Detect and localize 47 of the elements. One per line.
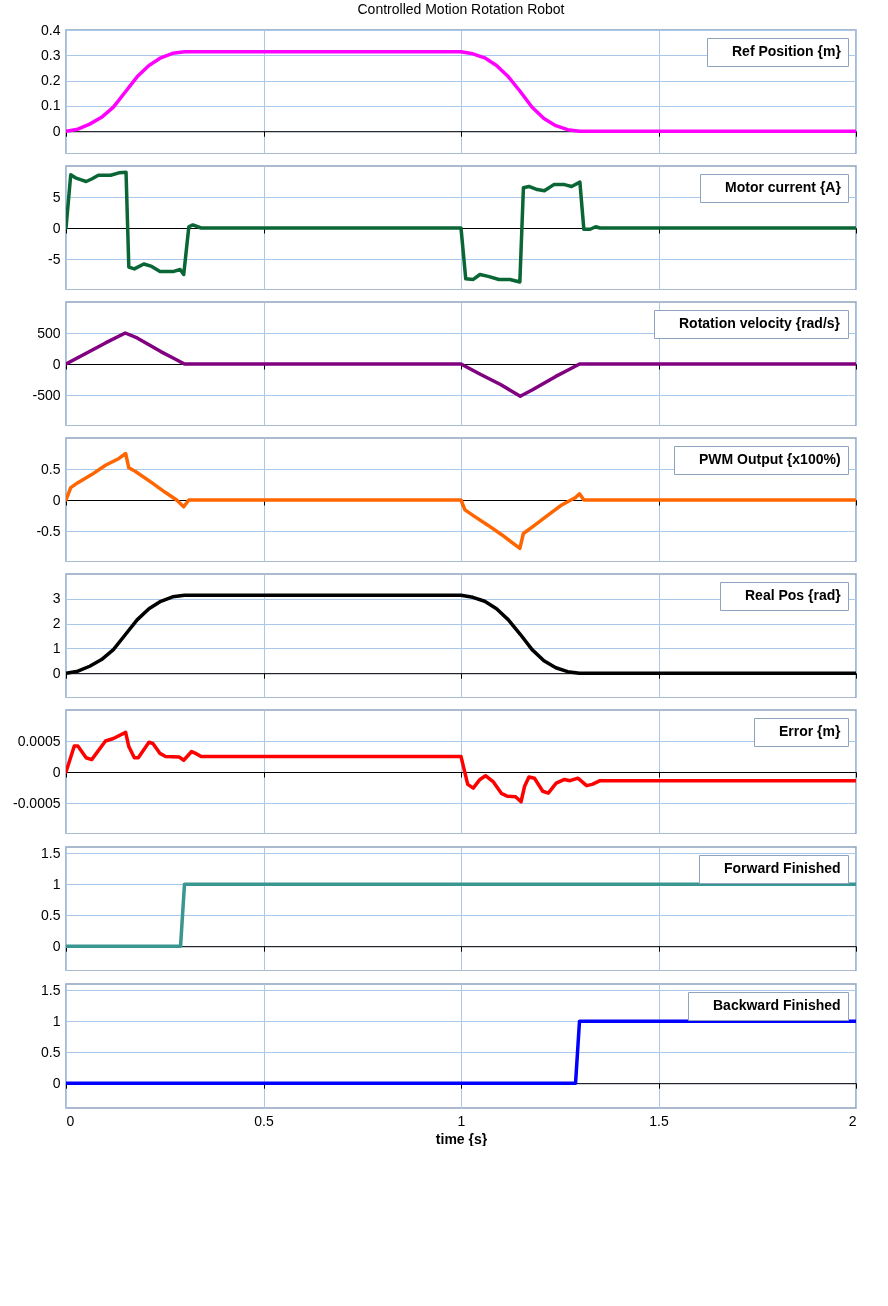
y-tick-label: 0.2	[41, 72, 61, 89]
y-tick-label: 0	[52, 491, 61, 508]
y-tick-label: 0.0005	[17, 732, 61, 749]
y-tick-label: 0.5	[41, 906, 61, 923]
y-tick-label: 0	[52, 122, 61, 139]
y-tick-label: 0.5	[41, 460, 61, 477]
y-tick-label: -5	[48, 250, 61, 267]
y-tick-label: 3	[52, 590, 61, 607]
y-tick-label: 1	[52, 639, 61, 656]
y-tick-label: 0.1	[41, 97, 61, 114]
text: Rotation velocity {rad/s}	[679, 315, 841, 331]
text: PWM Output {x100%)	[699, 451, 841, 467]
y-tick-label: 0	[52, 664, 61, 681]
x-tick-label: 0.5	[254, 1112, 274, 1129]
y-tick-label: 0.3	[41, 46, 61, 63]
x-axis-title: time {s}	[435, 1130, 488, 1147]
y-tick-label: -0.5	[36, 522, 61, 539]
y-tick-label: 0	[52, 763, 61, 780]
y-tick-label: 0	[52, 219, 61, 236]
y-tick-label: 0	[52, 355, 61, 372]
y-tick-label: 0.5	[41, 1043, 61, 1060]
y-tick-label: 1	[52, 875, 61, 892]
y-tick-label: 500	[37, 324, 61, 341]
text: Ref Position {m}	[732, 43, 842, 59]
line-series	[66, 451, 856, 551]
x-tick-label: 1	[457, 1112, 466, 1129]
series-label: Backward Finished	[713, 997, 841, 1013]
y-tick-label: 1.5	[41, 844, 61, 861]
y-tick-label: 2	[52, 615, 61, 632]
text: Error {m}	[779, 723, 842, 739]
y-tick-label: 0.4	[41, 21, 61, 38]
x-tick-label: 1.5	[649, 1112, 669, 1129]
line-series	[66, 170, 856, 284]
y-tick-label: 1.5	[41, 981, 61, 998]
y-tick-label: -500	[32, 386, 61, 403]
x-tick-label: 0	[66, 1112, 75, 1129]
y-tick-label: 1	[52, 1012, 61, 1029]
text: Real Pos {rad}	[745, 587, 842, 603]
series-label: Forward Finished	[724, 860, 841, 876]
y-tick-label: -0.0005	[13, 794, 61, 811]
y-tick-label: 5	[52, 188, 61, 205]
text: Motor current {A}	[725, 179, 842, 195]
y-tick-label: 0	[52, 937, 61, 954]
line-series	[66, 331, 856, 398]
y-tick-label: 0	[52, 1074, 61, 1091]
x-tick-label: 2	[848, 1112, 857, 1129]
chart-title: Controlled Motion Rotation Robot	[357, 1, 565, 17]
